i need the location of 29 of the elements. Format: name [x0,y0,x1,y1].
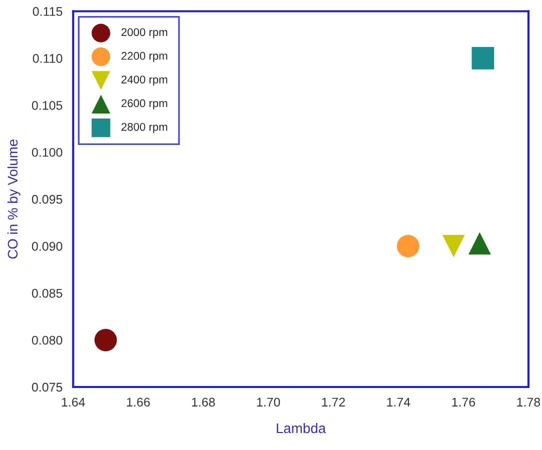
y-tick-label: 0.115 [32,7,62,16]
x-axis-title: Lambda [276,422,326,434]
x-tick-label: 1.76 [452,398,476,407]
legend-label: 2800 rpm [122,122,168,134]
legend-label: 2200 rpm [122,52,168,62]
x-tick-label: 1.68 [192,398,215,407]
point [472,47,494,70]
y-tick-label: 0.080 [32,336,62,345]
y-tick-label: 0.075 [32,382,62,392]
x-tick-label: 1.64 [62,398,85,407]
y-tick-label: 0.110 [32,54,62,63]
point [468,232,491,254]
y-tick-label: 0.105 [32,100,62,110]
x-tick-label: 1.70 [257,398,280,407]
y-tick-label: 0.095 [32,194,62,204]
point [396,234,420,258]
legend-label: 2400 rpm [122,76,168,86]
point [442,234,465,258]
x-tick-label: 1.66 [127,398,150,407]
point [94,328,117,352]
legend-label: 2000 rpm [122,28,168,38]
y-tick-label: 0.090 [32,242,62,251]
legend-label: 2600 rpm [122,99,168,110]
y-axis-title: CO in % by Volume [7,140,20,259]
x-tick-label: 1.74 [387,398,410,406]
y-tick-label: 0.085 [32,288,62,298]
y-tick-label: 0.100 [32,148,62,157]
x-tick-label: 1.72 [322,398,345,406]
x-tick-label: 1.78 [517,398,540,407]
